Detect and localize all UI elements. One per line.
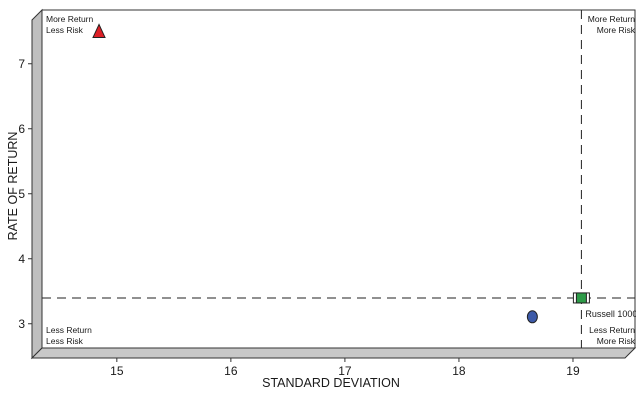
data-points: Russell 1000 [92,23,636,324]
y-tick-label: 5 [18,187,25,201]
side-wall [31,8,43,360]
circle-marker [526,310,538,324]
quadrant-bottom-right-line1: Less Return [589,325,635,335]
y-tick-label: 6 [18,122,25,136]
x-tick-label: 16 [224,364,238,378]
triangle-marker [92,23,106,38]
axis-ticks: 15 16 17 18 19 3 4 5 6 7 [18,57,580,378]
quadrant-top-right-line2: More Risk [597,25,636,35]
quadrant-top-left-line1: More Return [46,14,94,24]
floor-wall [30,347,636,359]
quadrant-top-right-line1: More Return [588,14,636,24]
y-tick-label: 4 [18,252,25,266]
y-tick-label: 7 [18,57,25,71]
plot-area [41,9,636,349]
x-tick-label: 15 [110,364,124,378]
x-tick-label: 19 [566,364,580,378]
square-marker [575,292,587,304]
x-axis-label: STANDARD DEVIATION [262,376,400,390]
x-tick-label: 17 [338,364,352,378]
quadrant-bottom-left-line1: Less Return [46,325,92,335]
y-axis-label: RATE OF RETURN [6,132,20,241]
quadrant-top-left-line2: Less Risk [46,25,84,35]
quadrant-bottom-right-line2: More Risk [597,336,636,346]
x-tick-label: 18 [452,364,466,378]
quadrant-bottom-left-line2: Less Risk [46,336,84,346]
reference-lines [42,10,635,348]
point-label: Russell 1000 [585,309,636,319]
y-tick-label: 3 [18,317,25,331]
